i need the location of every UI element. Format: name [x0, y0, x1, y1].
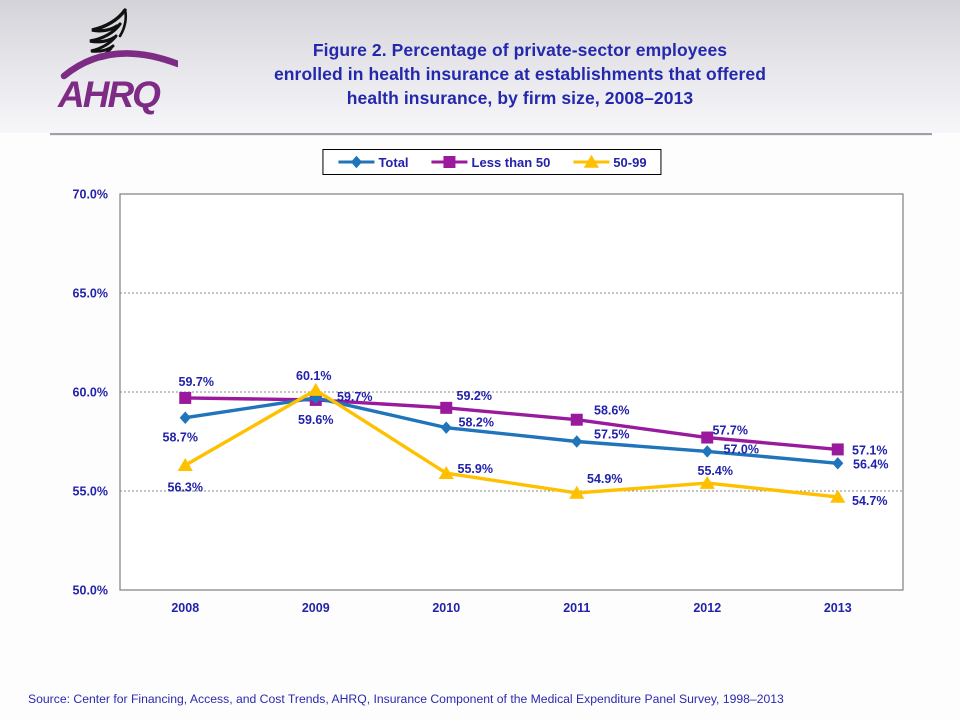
- ahrq-swoosh: [60, 50, 182, 80]
- series-50-99: 56.3% 60.1% 55.9% 54.9% 55.4% 54.7%: [168, 369, 888, 508]
- data-label-less-than-50: 59.6%: [298, 413, 333, 427]
- data-label-total: 57.5%: [594, 428, 629, 442]
- triangle-legend-marker: [583, 154, 599, 168]
- diamond-legend-marker: [350, 155, 363, 169]
- diamond-legend-icon: [338, 155, 375, 169]
- triangle-marker: [699, 475, 715, 489]
- legend-item-50-99: 50-99: [572, 154, 647, 170]
- data-label-50-99: 60.1%: [296, 369, 331, 383]
- diamond-marker: [179, 411, 191, 424]
- square-marker: [440, 401, 453, 414]
- series-line-50-99: [183, 388, 840, 499]
- data-label-less-than-50: 57.1%: [852, 443, 887, 457]
- figure-title: Figure 2. Percentage of private-sector e…: [80, 38, 960, 110]
- triangle-marker: [830, 489, 846, 503]
- data-label-total: 56.4%: [853, 457, 888, 471]
- data-label-50-99: 54.9%: [587, 472, 622, 486]
- square-marker: [179, 391, 192, 404]
- figure-title-line-2: enrolled in health insurance at establis…: [273, 64, 767, 84]
- chart-legend: Total Less than 50 50-99: [322, 149, 662, 175]
- diamond-marker: [832, 457, 844, 470]
- diamond-marker: [701, 445, 713, 458]
- legend-item-less-than-50: Less than 50: [431, 154, 551, 170]
- data-label-total: 59.7%: [337, 390, 372, 404]
- data-label-50-99: 54.7%: [852, 494, 887, 508]
- diamond-marker: [440, 421, 452, 434]
- x-axis-tick-label: 2008: [171, 601, 199, 615]
- data-label-total: 57.0%: [724, 442, 759, 456]
- square-marker: [570, 413, 583, 426]
- data-label-less-than-50: 57.7%: [713, 424, 748, 438]
- triangle-marker: [569, 485, 585, 499]
- legend-item-total: Total: [337, 154, 409, 170]
- y-axis-tick-label: 55.0%: [73, 485, 108, 499]
- square-marker: [831, 443, 844, 456]
- x-axis-tick-label: 2010: [432, 601, 460, 615]
- figure-title-line-1: Figure 2. Percentage of private-sector e…: [312, 40, 728, 60]
- line-chart: 50.0% 55.0% 60.0% 65.0% 70.0% 2008 2009 2010 201…: [73, 188, 904, 615]
- legend-label-less-than-50: Less than 50: [471, 154, 551, 170]
- triangle-legend-icon: [573, 154, 610, 168]
- square-marker: [701, 431, 714, 444]
- ahrq-wordmark: AHRQ: [57, 50, 182, 115]
- data-label-50-99: 55.4%: [698, 464, 733, 478]
- figure-title-line-3: health insurance, by firm size, 2008–201…: [346, 88, 694, 108]
- triangle-marker: [308, 382, 324, 396]
- x-axis-tick-label: 2009: [302, 601, 330, 615]
- x-axis-tick-label: 2011: [563, 601, 590, 615]
- triangle-marker: [177, 458, 193, 472]
- data-label-less-than-50: 59.7%: [179, 375, 214, 389]
- legend-label-total: Total: [378, 154, 409, 170]
- diamond-marker: [571, 435, 583, 448]
- data-label-less-than-50: 59.2%: [457, 389, 492, 403]
- y-axis-tick-label: 60.0%: [73, 386, 108, 400]
- y-axis-tick-label: 50.0%: [73, 584, 108, 598]
- x-axis-tick-label: 2013: [824, 601, 852, 615]
- data-label-50-99: 55.9%: [458, 462, 493, 476]
- data-label-total: 58.7%: [163, 431, 198, 445]
- hhs-ahrq-logo-svg: AHRQ: [57, 8, 182, 115]
- y-axis-tick-label: 65.0%: [73, 287, 108, 301]
- header-divider: [50, 133, 932, 136]
- data-label-total: 58.2%: [459, 416, 494, 430]
- data-label-less-than-50: 58.6%: [594, 404, 629, 418]
- source-citation: Source: Center for Financing, Access, an…: [28, 692, 784, 706]
- ahrq-logo-text: AHRQ: [57, 74, 161, 115]
- header-band: [0, 0, 960, 133]
- x-axis-tick-label: 2012: [693, 601, 721, 615]
- legend-label-50-99: 50-99: [613, 154, 647, 170]
- square-legend-icon: [431, 156, 468, 168]
- triangle-marker: [438, 465, 454, 479]
- agency-logo: AHRQ: [28, 4, 182, 118]
- data-label-50-99: 56.3%: [168, 480, 203, 494]
- y-axis-tick-label: 70.0%: [73, 188, 108, 202]
- square-legend-marker: [443, 156, 456, 168]
